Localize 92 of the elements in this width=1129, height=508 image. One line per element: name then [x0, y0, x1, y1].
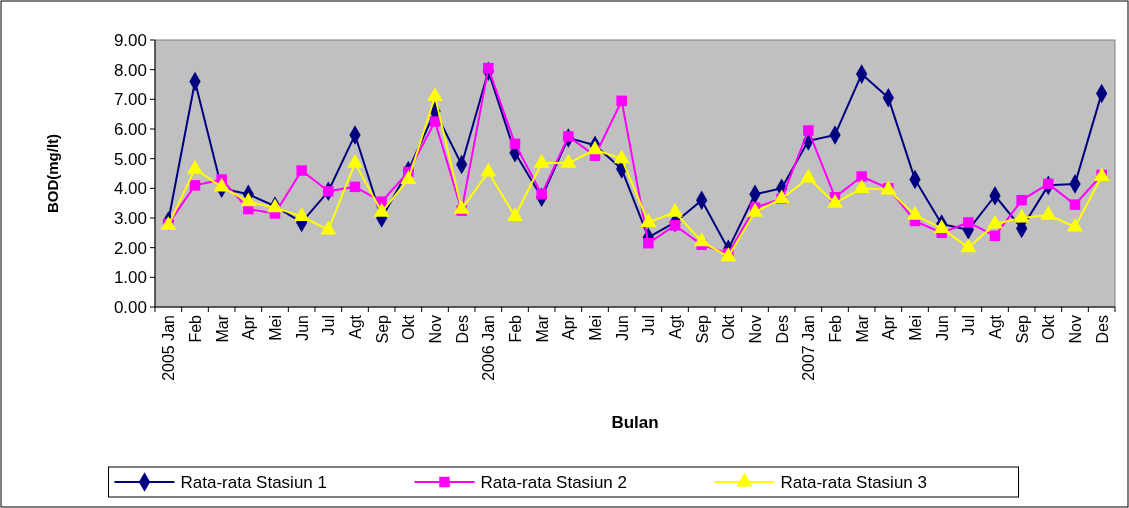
x-tick-label: Okt — [1040, 314, 1058, 340]
x-tick-label: Agt — [347, 314, 364, 340]
x-tick-label: Mei — [267, 315, 284, 341]
point — [987, 214, 1003, 229]
x-tick-label: Agt — [667, 314, 684, 340]
legend-label: Rata-rata Stasiun 3 — [780, 472, 927, 492]
point — [213, 177, 230, 192]
x-tick-label: Jun — [293, 315, 311, 341]
x-tick-label: 2006 Jan — [480, 315, 498, 381]
point — [667, 202, 683, 217]
x-tick-label: Nov — [747, 315, 764, 344]
point — [669, 220, 681, 231]
y-tick-label: 5.00 — [113, 149, 147, 169]
x-tick-label: Jul — [320, 315, 338, 336]
x-tick-label: Apr — [880, 314, 898, 340]
point — [1043, 178, 1054, 190]
x-tick-label: Mar — [533, 314, 551, 343]
point — [933, 219, 950, 233]
x-axis-title: Bulan — [611, 413, 659, 432]
x-tick-label: Des — [773, 315, 791, 344]
y-tick-label: 9.00 — [113, 30, 147, 50]
point — [613, 149, 630, 164]
y-tick-label: 3.00 — [113, 208, 147, 228]
point — [349, 181, 361, 193]
y-tick-label: 8.00 — [113, 60, 147, 80]
x-tick-label: Jun — [933, 315, 951, 341]
point — [853, 179, 870, 193]
y-tick-label: 7.00 — [113, 90, 147, 110]
x-tick-label: Feb — [827, 314, 844, 343]
point — [693, 232, 710, 247]
x-tick-label: Mar — [853, 314, 871, 343]
point — [587, 140, 603, 155]
point — [429, 116, 441, 127]
point — [507, 207, 523, 222]
point — [483, 62, 494, 74]
point — [773, 189, 790, 204]
x-tick-label: Okt — [720, 314, 738, 340]
point — [989, 230, 1001, 242]
legend-label: Rata-rata Stasiun 1 — [180, 472, 327, 492]
y-axis-title: BOD(mg/lt) — [44, 133, 61, 214]
legend-label: Rata-rata Stasiun 2 — [480, 472, 627, 492]
y-tick-label: 4.00 — [113, 179, 147, 199]
x-tick-label: Nov — [1067, 315, 1084, 344]
point — [643, 237, 654, 249]
point — [803, 125, 814, 136]
x-tick-label: Sep — [1013, 314, 1031, 344]
x-tick-label: 2007 Jan — [800, 315, 818, 381]
point — [320, 220, 337, 235]
point — [400, 170, 417, 185]
point — [373, 202, 390, 217]
x-tick-label: Jul — [640, 315, 658, 336]
point — [963, 217, 974, 228]
x-tick-label: Apr — [240, 314, 258, 340]
point — [800, 168, 817, 183]
x-tick-label: Sep — [373, 314, 391, 344]
point — [640, 213, 657, 228]
x-tick-label: Apr — [560, 314, 578, 340]
x-tick-label: Mei — [907, 315, 924, 341]
x-tick-label: Des — [1093, 315, 1111, 344]
x-tick-label: Feb — [507, 314, 524, 343]
point — [296, 165, 307, 176]
x-tick-label: Jun — [613, 315, 631, 341]
point — [189, 180, 201, 191]
y-tick-label: 1.00 — [113, 268, 147, 288]
y-tick-label: 2.00 — [113, 238, 147, 258]
point — [509, 138, 521, 150]
x-tick-label: Nov — [427, 315, 444, 344]
point — [1069, 199, 1081, 210]
point — [1016, 194, 1027, 206]
point — [293, 207, 310, 222]
y-tick-label: 0.00 — [113, 297, 147, 317]
x-tick-label: Sep — [693, 314, 711, 344]
x-tick-label: Mei — [587, 315, 604, 341]
point — [747, 202, 763, 217]
point — [240, 192, 257, 207]
y-tick-label: 6.00 — [113, 119, 147, 139]
point — [616, 95, 627, 107]
x-tick-label: Okt — [400, 314, 418, 340]
x-tick-label: Agt — [987, 314, 1004, 340]
x-tick-label: Mar — [213, 314, 231, 343]
point — [856, 171, 867, 182]
x-tick-label: 2005 Jan — [160, 315, 178, 381]
point — [827, 193, 843, 208]
x-tick-label: Des — [453, 315, 471, 344]
x-tick-label: Feb — [187, 314, 204, 343]
point — [1067, 217, 1083, 232]
x-tick-label: Jul — [960, 315, 978, 336]
point — [1013, 208, 1030, 223]
point — [1040, 205, 1057, 220]
point — [453, 199, 470, 214]
point — [960, 238, 977, 253]
point — [907, 205, 923, 220]
